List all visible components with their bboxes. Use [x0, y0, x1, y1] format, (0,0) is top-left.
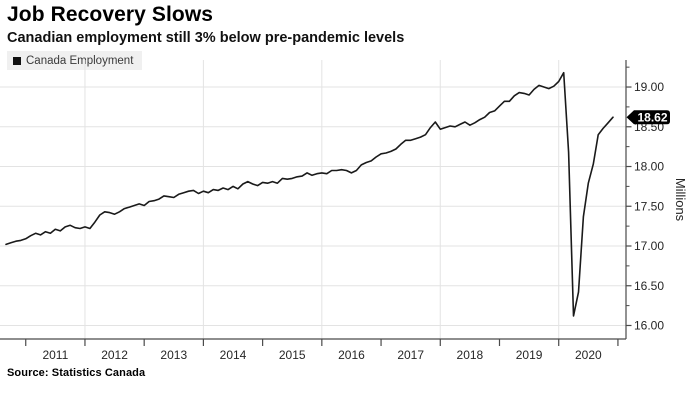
x-tick-label: 2011 [42, 348, 68, 360]
y-axis-title: Millions [673, 178, 687, 222]
y-tick-label: 18.00 [634, 160, 664, 174]
last-value-badge [626, 110, 670, 125]
employment-line [5, 71, 614, 317]
legend: Canada Employment [7, 51, 143, 70]
chart-title: Job Recovery Slows [7, 3, 214, 26]
chart-header: Job Recovery Slows Canadian employment s… [7, 3, 404, 47]
y-tick-label: 16.00 [634, 319, 664, 333]
chart-subtitle: Canadian employment still 3% below pre-p… [7, 30, 405, 46]
y-tick-label: 17.00 [634, 239, 664, 253]
source-note: Source: Statistics Canada [7, 367, 146, 379]
legend-label: Canada Employment [26, 54, 134, 67]
y-tick-label: 16.50 [634, 279, 664, 293]
x-tick-label: 2016 [338, 348, 365, 360]
y-tick-label: 19.00 [634, 80, 664, 94]
x-tick-label: 2014 [220, 348, 247, 360]
x-tick-label: 2020 [575, 348, 602, 360]
x-tick-label: 2015 [279, 348, 306, 360]
y-tick-label: 17.50 [634, 199, 664, 213]
x-tick-label: 2019 [516, 348, 543, 360]
x-tick-label: 2012 [101, 348, 128, 360]
x-tick-label: 2018 [457, 348, 484, 360]
series-swatch-icon [13, 56, 21, 65]
x-tick-label: 2013 [160, 348, 187, 360]
x-tick-label: 2017 [397, 348, 424, 360]
last-value-label: 18.62 [637, 110, 667, 124]
